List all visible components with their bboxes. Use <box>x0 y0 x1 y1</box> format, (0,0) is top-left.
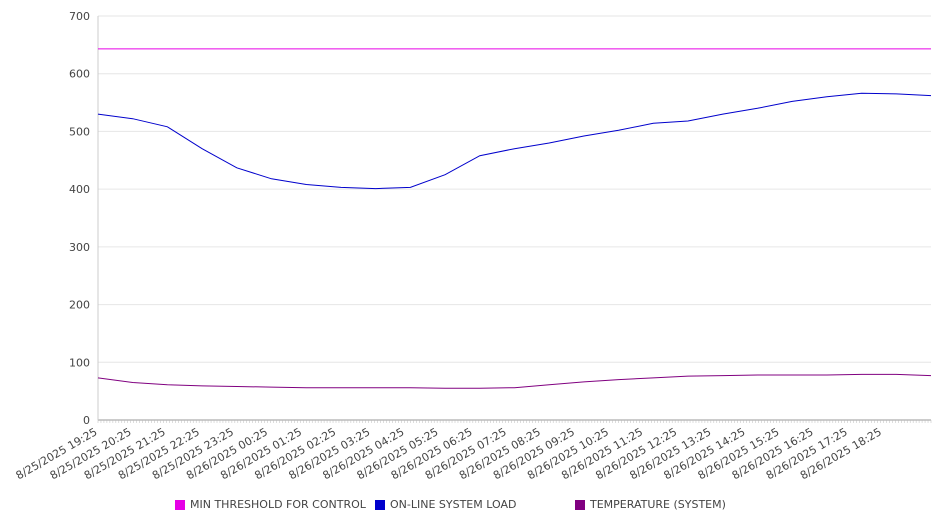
legend-swatch-system-load <box>375 499 385 510</box>
series-line-system-load <box>97 92 932 190</box>
legend-swatch-temperature <box>575 499 585 510</box>
legend-label-temperature: TEMPERATURE (SYSTEM) <box>590 498 726 511</box>
legend-label-system-load: ON-LINE SYSTEM LOAD <box>390 498 517 511</box>
legend-item-min-threshold[interactable]: MIN THRESHOLD FOR CONTROL <box>175 498 366 511</box>
y-tick-label: 200 <box>69 299 90 312</box>
gridlines <box>98 15 931 363</box>
y-tick-label: 400 <box>69 183 90 196</box>
legend: MIN THRESHOLD FOR CONTROL ON-LINE SYSTEM… <box>0 498 946 516</box>
y-tick-label: 700 <box>69 10 90 23</box>
y-tick-label: 100 <box>69 356 90 369</box>
x-axis-ticks: 8/25/2025 19:258/25/2025 20:258/25/2025 … <box>14 425 884 482</box>
y-tick-label: 0 <box>83 414 90 427</box>
y-tick-label: 300 <box>69 241 90 254</box>
y-axis-ticks: 0 100 200 300 400 500 600 700 <box>69 10 90 427</box>
series-line-temperature <box>97 373 932 389</box>
axes <box>97 16 932 423</box>
legend-label-min-threshold: MIN THRESHOLD FOR CONTROL <box>190 498 366 511</box>
y-tick-label: 600 <box>69 68 90 81</box>
line-chart: 0 100 200 300 400 500 600 700 8/25/2025 19:258/… <box>14 10 932 482</box>
legend-item-temperature[interactable]: TEMPERATURE (SYSTEM) <box>575 498 726 511</box>
y-tick-label: 500 <box>69 125 90 138</box>
series-lines <box>97 48 932 389</box>
legend-item-system-load[interactable]: ON-LINE SYSTEM LOAD <box>375 498 516 511</box>
legend-swatch-min-threshold <box>175 499 185 510</box>
